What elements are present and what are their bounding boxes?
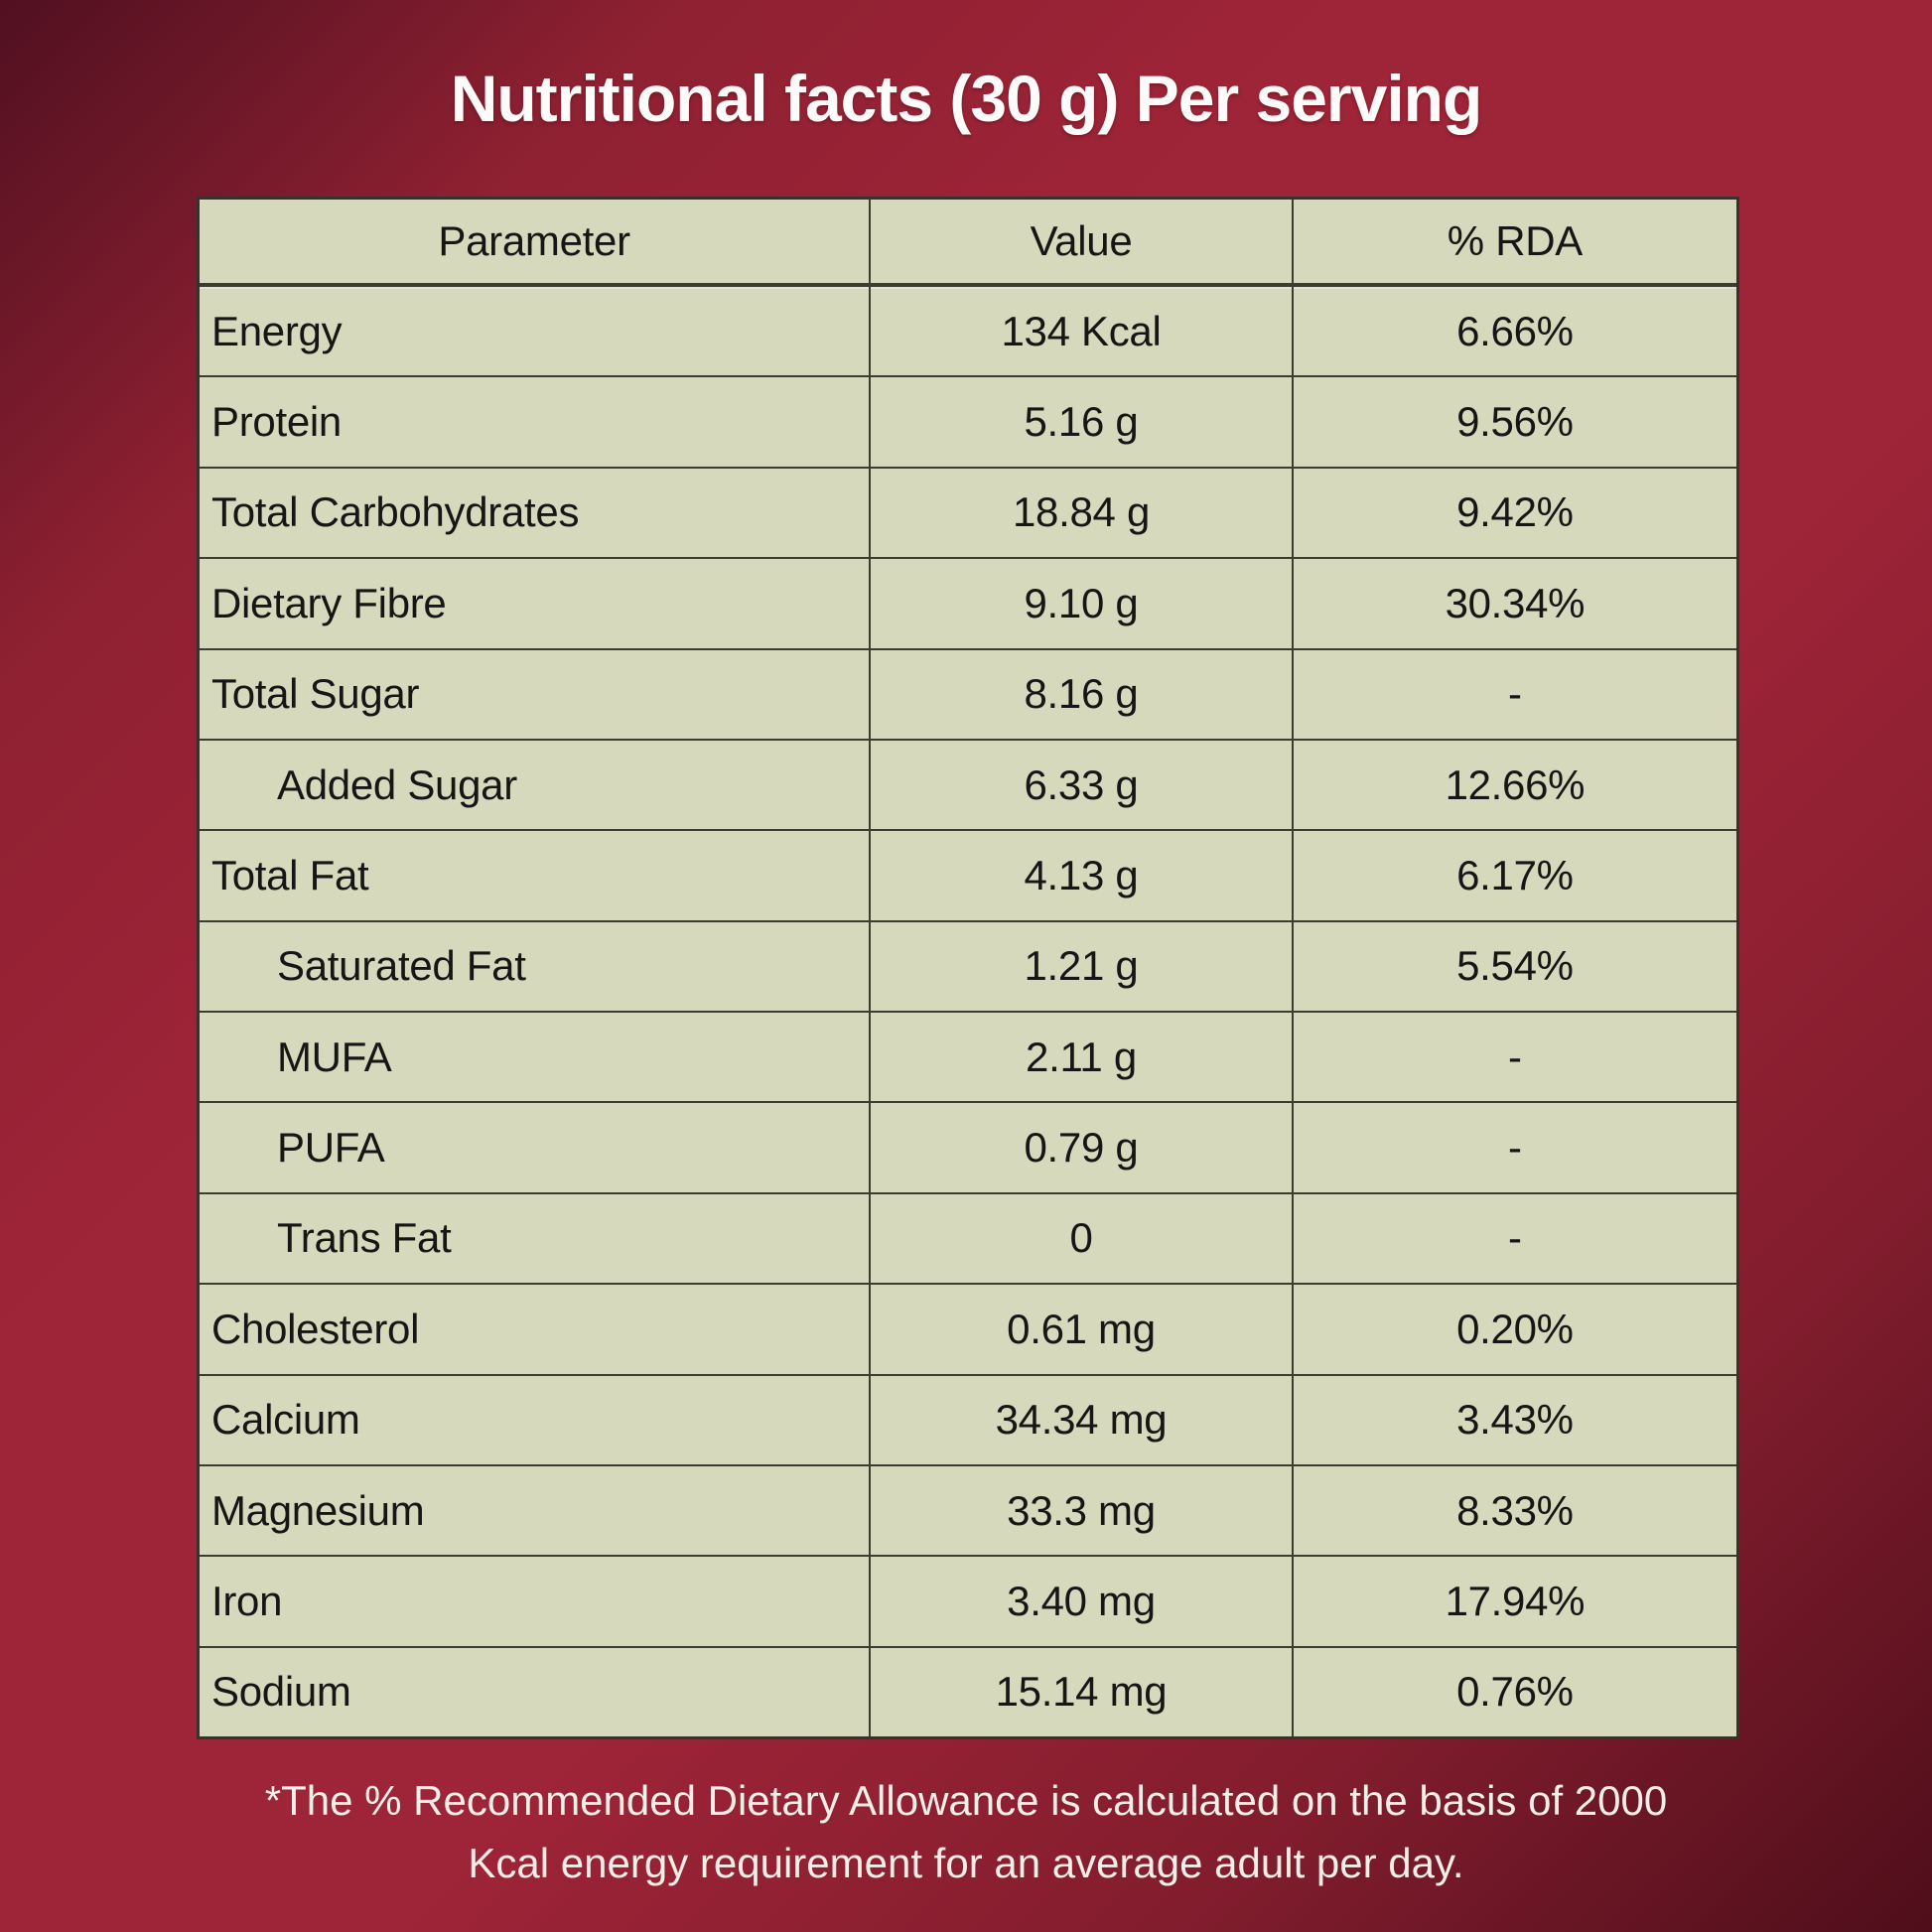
row-parameter: Protein [211, 398, 342, 446]
row-parameter: Energy [211, 307, 343, 354]
row-value: 2.11 g [869, 1013, 1292, 1102]
row-rda: - [1291, 1013, 1736, 1102]
row-value: 0 [869, 1193, 1292, 1284]
row-parameter: Magnesium [211, 1486, 425, 1534]
row-value: 33.3 mg [869, 1465, 1292, 1556]
page-title: Nutritional facts (30 g) Per serving [450, 62, 1483, 135]
table-row: Trans Fat 0- [200, 1191, 1736, 1284]
row-rda: - [1291, 649, 1736, 739]
row-rda: 30.34% [1291, 559, 1736, 648]
table-row: Sodium 15.14 mg 0.76% [200, 1645, 1736, 1736]
row-value: 134 Kcal [869, 287, 1292, 376]
table-row: Total Carbohydrates 18.84 g 9.42% [200, 466, 1736, 558]
row-parameter: Total Carbohydrates [211, 488, 580, 536]
row-parameter: Dietary Fibre [211, 579, 447, 626]
row-value: 0.79 g [869, 1103, 1292, 1192]
table-row: Total Sugar 8.16 g- [200, 647, 1736, 739]
table-row: Total Fat 4.13 g 6.17% [200, 829, 1736, 920]
row-rda: 0.76% [1291, 1647, 1736, 1736]
row-parameter: MUFA [277, 1033, 392, 1080]
table-row: Magnesium 33.3 mg 8.33% [200, 1463, 1736, 1556]
row-value: 9.10 g [869, 559, 1292, 648]
table-row: PUFA 0.79 g- [200, 1101, 1736, 1192]
footnote-line-2: Kcal energy requirement for an average a… [468, 1840, 1464, 1886]
row-rda: 6.17% [1291, 831, 1736, 920]
row-rda: 9.42% [1291, 468, 1736, 558]
row-rda: - [1291, 1103, 1736, 1192]
row-rda: 6.66% [1291, 287, 1736, 376]
table-row: Protein 5.16 g 9.56% [200, 375, 1736, 467]
nutrition-table: Parameter Value% RDA Energy 134 Kcal 6.66% P… [197, 197, 1739, 1739]
row-value: 18.84 g [869, 468, 1292, 558]
row-value: 6.33 g [869, 740, 1292, 830]
row-parameter: Total Fat [211, 851, 369, 898]
row-rda: 0.20% [1291, 1285, 1736, 1374]
row-value: 1.21 g [869, 921, 1292, 1011]
footnote-line-1: *The % Recommended Dietary Allowance is … [264, 1777, 1668, 1824]
row-parameter: Added Sugar [277, 760, 517, 808]
row-parameter: Iron [211, 1577, 283, 1624]
table-row: Calcium 34.34 mg 3.43% [200, 1373, 1736, 1464]
table-row: Energy 134 Kcal 6.66% [200, 285, 1736, 376]
row-value: 5.16 g [869, 377, 1292, 467]
table-row: Saturated Fat 1.21 g 5.54% [200, 919, 1736, 1011]
table-header-row: Parameter Value% RDA [200, 200, 1736, 285]
row-rda: 9.56% [1291, 377, 1736, 467]
row-parameter: Calcium [211, 1396, 360, 1444]
row-parameter: Trans Fat [277, 1214, 452, 1262]
row-rda: 3.43% [1291, 1375, 1736, 1464]
table-row: MUFA 2.11 g- [200, 1011, 1736, 1102]
row-rda: 5.54% [1291, 921, 1736, 1011]
table-row: Added Sugar 6.33 g 12.66% [200, 738, 1736, 830]
row-rda: 8.33% [1291, 1465, 1736, 1556]
row-rda: - [1291, 1193, 1736, 1284]
row-parameter: PUFA [277, 1124, 385, 1172]
row-value: 3.40 mg [869, 1557, 1292, 1646]
table-row: Cholesterol 0.61 mg 0.20% [200, 1283, 1736, 1374]
row-value: 4.13 g [869, 831, 1292, 920]
row-parameter: Sodium [211, 1668, 351, 1716]
table-row: Dietary Fibre 9.10 g 30.34% [200, 557, 1736, 648]
row-parameter: Cholesterol [211, 1305, 420, 1352]
row-parameter: Saturated Fat [277, 942, 526, 990]
row-value: 15.14 mg [869, 1647, 1292, 1736]
header-value: Value [869, 200, 1292, 283]
row-value: 34.34 mg [869, 1375, 1292, 1464]
row-rda: 17.94% [1291, 1557, 1736, 1646]
rda-footnote: *The % Recommended Dietary Allowance is … [0, 1769, 1932, 1894]
row-rda: 12.66% [1291, 740, 1736, 830]
row-value: 8.16 g [869, 649, 1292, 739]
table-body: Energy 134 Kcal 6.66% Protein 5.16 g 9.56% Tot… [200, 285, 1736, 1736]
header-parameter: Parameter [438, 217, 630, 264]
row-value: 0.61 mg [869, 1285, 1292, 1374]
table-row: Iron 3.40 mg 17.94% [200, 1555, 1736, 1646]
header-rda: % RDA [1291, 200, 1736, 283]
row-parameter: Total Sugar [211, 670, 420, 718]
